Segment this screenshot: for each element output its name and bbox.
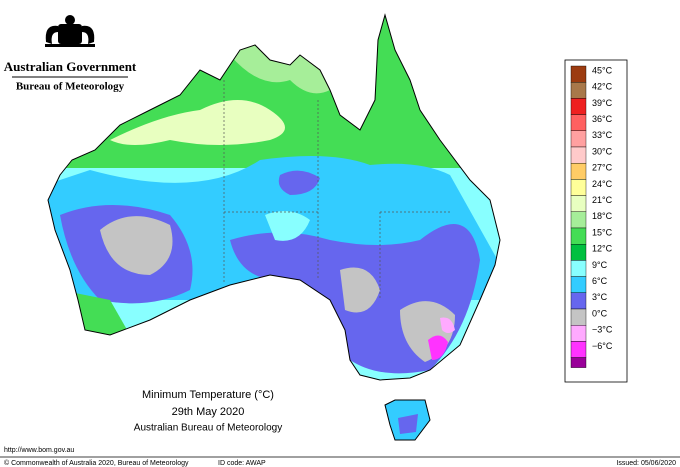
legend-swatch xyxy=(570,308,587,326)
legend-label: 33°C xyxy=(592,130,613,140)
footer-url: http://www.bom.gov.au xyxy=(4,447,74,454)
legend-label: 18°C xyxy=(592,211,613,221)
legend-label: −3°C xyxy=(592,325,613,335)
legend-label: 39°C xyxy=(592,98,613,108)
legend-swatch xyxy=(570,325,587,342)
legend: 45°C 42°C 39°C 36°C 33°C 30°C 27°C 24°C 21°C 18°C… xyxy=(564,59,628,383)
legend-swatch xyxy=(570,211,587,229)
footer-copyright: © Commonwealth of Australia 2020, Bureau… xyxy=(4,459,189,467)
legend-label: 36°C xyxy=(592,114,613,124)
legend-swatch xyxy=(570,179,587,196)
legend-label: 45°C xyxy=(592,65,613,75)
footer-issued: Issued: 05/06/2020 xyxy=(616,460,676,467)
legend-swatch xyxy=(570,65,587,83)
legend-swatch xyxy=(570,276,587,294)
legend-label: 0°C xyxy=(592,308,608,318)
legend-swatch xyxy=(570,114,587,131)
map-date: 29th May 2020 xyxy=(172,406,245,418)
tasmania-cold xyxy=(398,414,418,434)
legend-label: 15°C xyxy=(592,227,613,237)
legend-swatch xyxy=(570,341,587,358)
legend-swatch xyxy=(570,357,587,368)
legend-swatch xyxy=(570,260,587,277)
legend-label: 24°C xyxy=(592,179,613,189)
legend-label: 12°C xyxy=(592,244,613,254)
legend-swatch xyxy=(570,292,587,310)
legend-swatch xyxy=(570,227,587,245)
legend-swatch xyxy=(570,146,587,164)
legend-label: 3°C xyxy=(592,292,608,302)
map-source: Australian Bureau of Meteorology xyxy=(134,423,282,434)
legend-label: 6°C xyxy=(592,276,608,286)
footer-id: ID code: AWAP xyxy=(218,460,266,467)
agency: Bureau of Meteorology xyxy=(16,81,125,93)
legend-swatch xyxy=(570,81,587,99)
state-borders xyxy=(223,80,452,300)
coastline xyxy=(47,13,501,381)
crest xyxy=(45,15,95,47)
legend-label: 27°C xyxy=(592,163,613,173)
legend-label: 42°C xyxy=(592,82,613,92)
map-title: Minimum Temperature (°C) xyxy=(142,389,274,401)
government: Australian Government xyxy=(4,59,137,74)
legend-swatch xyxy=(570,162,587,180)
legend-swatch xyxy=(570,130,587,148)
legend-swatch xyxy=(570,195,587,213)
legend-label: 9°C xyxy=(592,260,608,270)
legend-swatch xyxy=(570,98,587,115)
legend-label: 30°C xyxy=(592,146,613,156)
legend-swatch xyxy=(570,243,587,261)
legend-label: 21°C xyxy=(592,195,613,205)
legend-label: −6°C xyxy=(592,341,613,351)
